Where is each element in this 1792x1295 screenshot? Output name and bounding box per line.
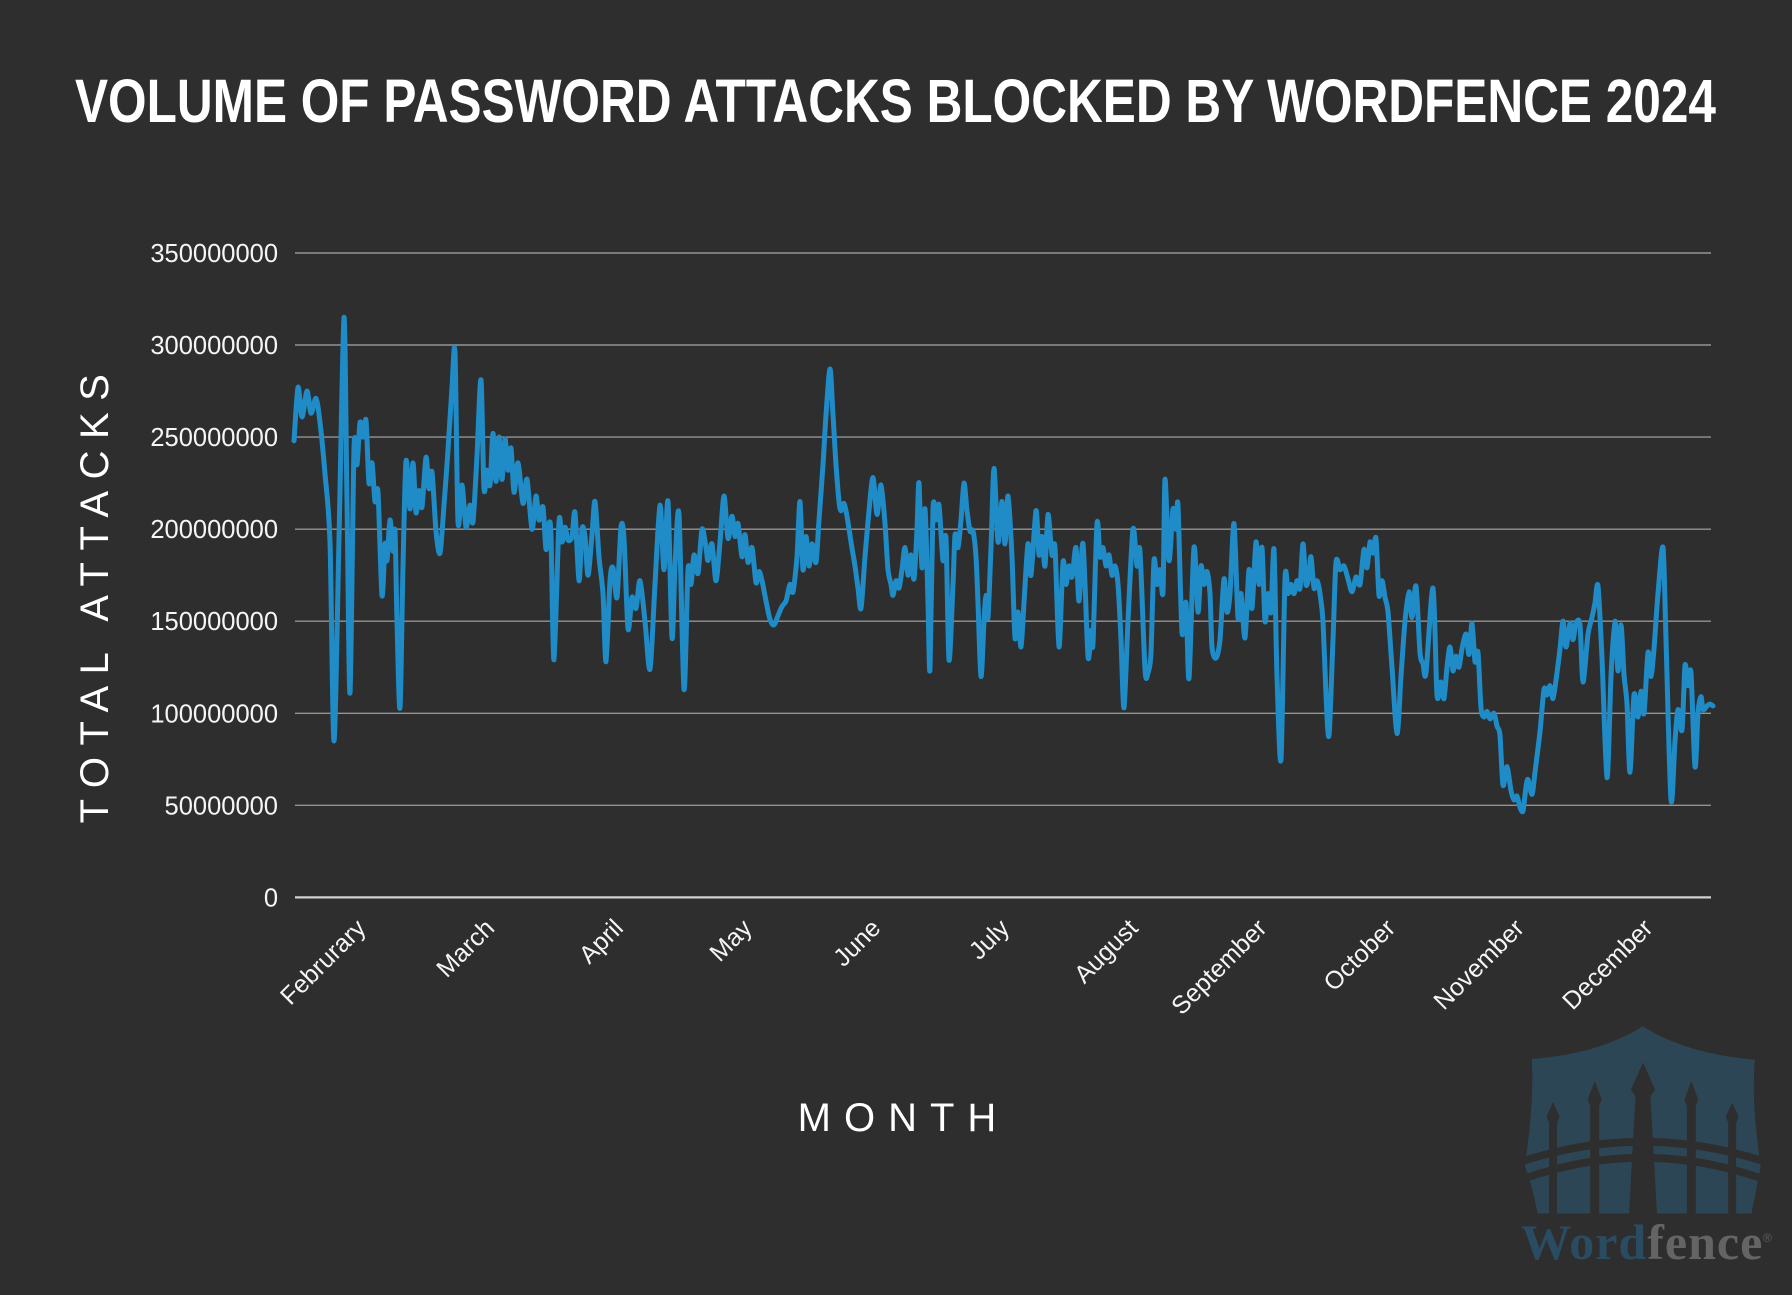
svg-text:350000000: 350000000 (150, 240, 278, 268)
svg-text:50000000: 50000000 (165, 792, 278, 820)
svg-text:150000000: 150000000 (150, 608, 278, 636)
svg-text:®: ® (1763, 1231, 1772, 1245)
svg-text:0: 0 (264, 884, 278, 912)
svg-text:250000000: 250000000 (150, 424, 278, 452)
svg-text:Wordfence: Wordfence (1521, 1214, 1763, 1270)
svg-text:200000000: 200000000 (150, 516, 278, 544)
svg-text:VOLUME OF PASSWORD ATTACKS BLO: VOLUME OF PASSWORD ATTACKS BLOCKED BY WO… (75, 67, 1716, 135)
svg-text:300000000: 300000000 (150, 332, 278, 360)
svg-text:MONTH: MONTH (798, 1096, 1010, 1140)
svg-text:TOTAL ATTACKS: TOTAL ATTACKS (73, 363, 117, 824)
svg-text:100000000: 100000000 (150, 700, 278, 728)
